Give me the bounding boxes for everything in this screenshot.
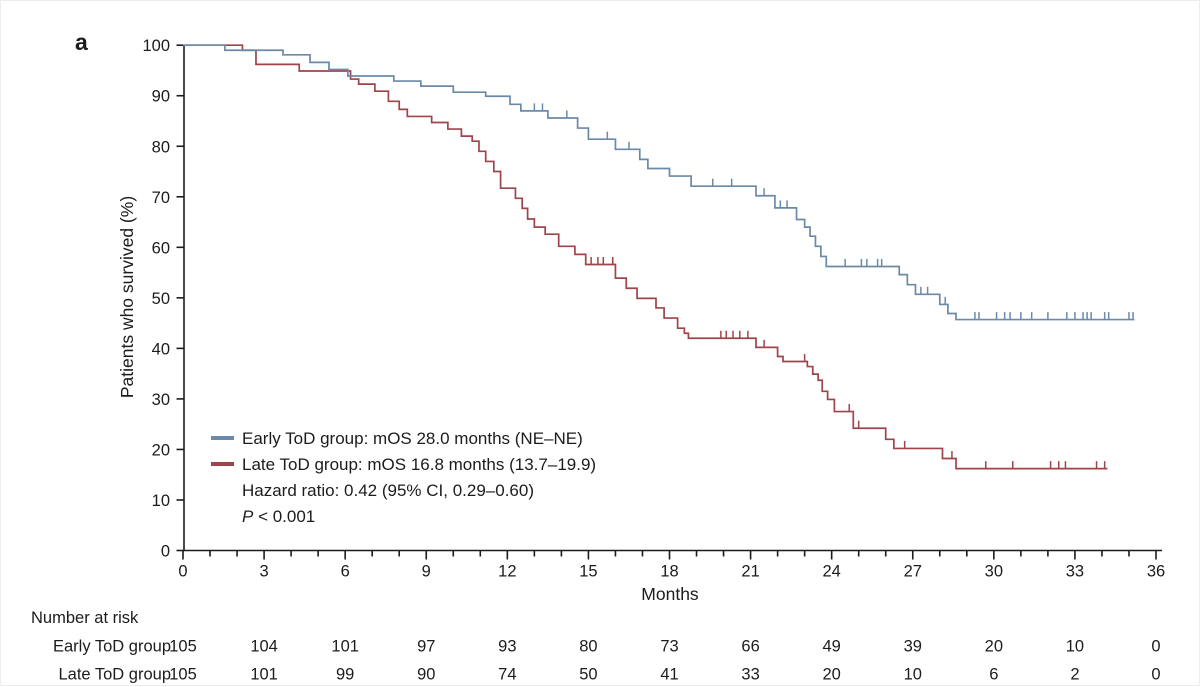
y-tick-label: 90	[152, 88, 170, 106]
risk-value: 0	[1151, 638, 1160, 656]
y-tick-label: 80	[152, 138, 170, 156]
x-tick-label: 12	[498, 563, 516, 581]
risk-value: 20	[822, 666, 840, 684]
risk-value: 74	[498, 666, 516, 684]
y-axis-title: Patients who survived (%)	[117, 196, 137, 398]
y-axis-ticks: 0 10 20 30 40 50 60 70 80 90 100	[142, 37, 184, 561]
risk-value: 97	[417, 638, 435, 656]
panel-label: a	[75, 29, 88, 55]
legend: Early ToD group: mOS 28.0 months (NE–NE)…	[211, 429, 596, 526]
risk-value: 10	[904, 666, 922, 684]
y-tick-label: 0	[161, 543, 170, 561]
risk-table-header: Number at risk	[31, 609, 139, 627]
risk-value: 66	[741, 638, 759, 656]
risk-value: 101	[250, 666, 278, 684]
risk-value: 93	[498, 638, 516, 656]
risk-value: 41	[660, 666, 678, 684]
risk-value: 50	[579, 666, 597, 684]
x-axis-ticks: 0 3 6 9 12 15 18 21 24 27 30 33 36	[178, 550, 1165, 581]
y-tick-label: 30	[152, 391, 170, 409]
risk-value: 49	[822, 638, 840, 656]
legend-label-late: Late ToD group: mOS 16.8 months (13.7–19…	[242, 455, 596, 474]
risk-value: 39	[904, 638, 922, 656]
y-tick-label: 100	[142, 37, 170, 55]
x-tick-label: 36	[1147, 563, 1165, 581]
x-tick-label: 21	[741, 563, 759, 581]
risk-value: 104	[250, 638, 278, 656]
x-tick-label: 6	[341, 563, 350, 581]
risk-value: 73	[660, 638, 678, 656]
risk-value: 105	[169, 638, 197, 656]
x-axis-title: Months	[641, 584, 699, 604]
km-curve-early-tod	[183, 44, 1135, 321]
y-tick-label: 50	[152, 290, 170, 308]
hazard-ratio-text: Hazard ratio: 0.42 (95% CI, 0.29–0.60)	[242, 481, 534, 500]
risk-value: 6	[989, 666, 998, 684]
risk-value: 10	[1066, 638, 1084, 656]
x-tick-label: 9	[422, 563, 431, 581]
x-tick-label: 15	[579, 563, 597, 581]
x-tick-label: 30	[985, 563, 1003, 581]
risk-row-label-late: Late ToD group	[58, 666, 171, 684]
risk-value: 20	[985, 638, 1003, 656]
risk-value: 2	[1070, 666, 1079, 684]
risk-value: 90	[417, 666, 435, 684]
legend-label-early: Early ToD group: mOS 28.0 months (NE–NE)	[242, 429, 583, 448]
risk-value: 101	[331, 638, 359, 656]
risk-value: 80	[579, 638, 597, 656]
x-tick-label: 3	[259, 563, 268, 581]
number-at-risk-table: Number at risk Early ToD group Late ToD …	[31, 609, 1161, 684]
risk-row-label-early: Early ToD group	[53, 638, 171, 656]
risk-value: 0	[1151, 666, 1160, 684]
risk-value: 33	[741, 666, 759, 684]
km-curves	[183, 44, 1135, 470]
x-tick-label: 33	[1066, 563, 1084, 581]
y-tick-label: 20	[152, 441, 170, 459]
y-tick-label: 70	[152, 189, 170, 207]
x-tick-label: 18	[660, 563, 678, 581]
risk-value: 105	[169, 666, 197, 684]
y-tick-label: 10	[152, 492, 170, 510]
y-tick-label: 40	[152, 340, 170, 358]
y-tick-label: 60	[152, 239, 170, 257]
risk-value: 99	[336, 666, 354, 684]
x-tick-label: 24	[822, 563, 840, 581]
p-value-text: P < 0.001	[242, 507, 315, 526]
km-curve-late-tod	[183, 44, 1108, 470]
x-tick-label: 27	[904, 563, 922, 581]
x-tick-label: 0	[178, 563, 187, 581]
